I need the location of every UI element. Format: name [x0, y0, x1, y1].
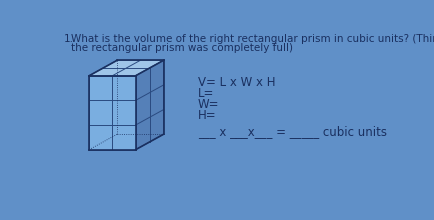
Polygon shape	[89, 60, 163, 76]
Text: the rectangular prism was completely full): the rectangular prism was completely ful…	[71, 43, 293, 53]
Text: L=: L=	[197, 87, 214, 100]
Text: H=: H=	[197, 109, 216, 122]
Polygon shape	[89, 76, 135, 150]
Text: ___ x ___x___ = _____ cubic units: ___ x ___x___ = _____ cubic units	[197, 125, 386, 138]
Text: 1.: 1.	[63, 34, 73, 44]
Text: What is the volume of the right rectangular prism in cubic units? (Think: If: What is the volume of the right rectangu…	[71, 34, 434, 44]
Text: W=: W=	[197, 98, 219, 111]
Polygon shape	[135, 60, 163, 150]
Text: V= L x W x H: V= L x W x H	[197, 77, 275, 90]
